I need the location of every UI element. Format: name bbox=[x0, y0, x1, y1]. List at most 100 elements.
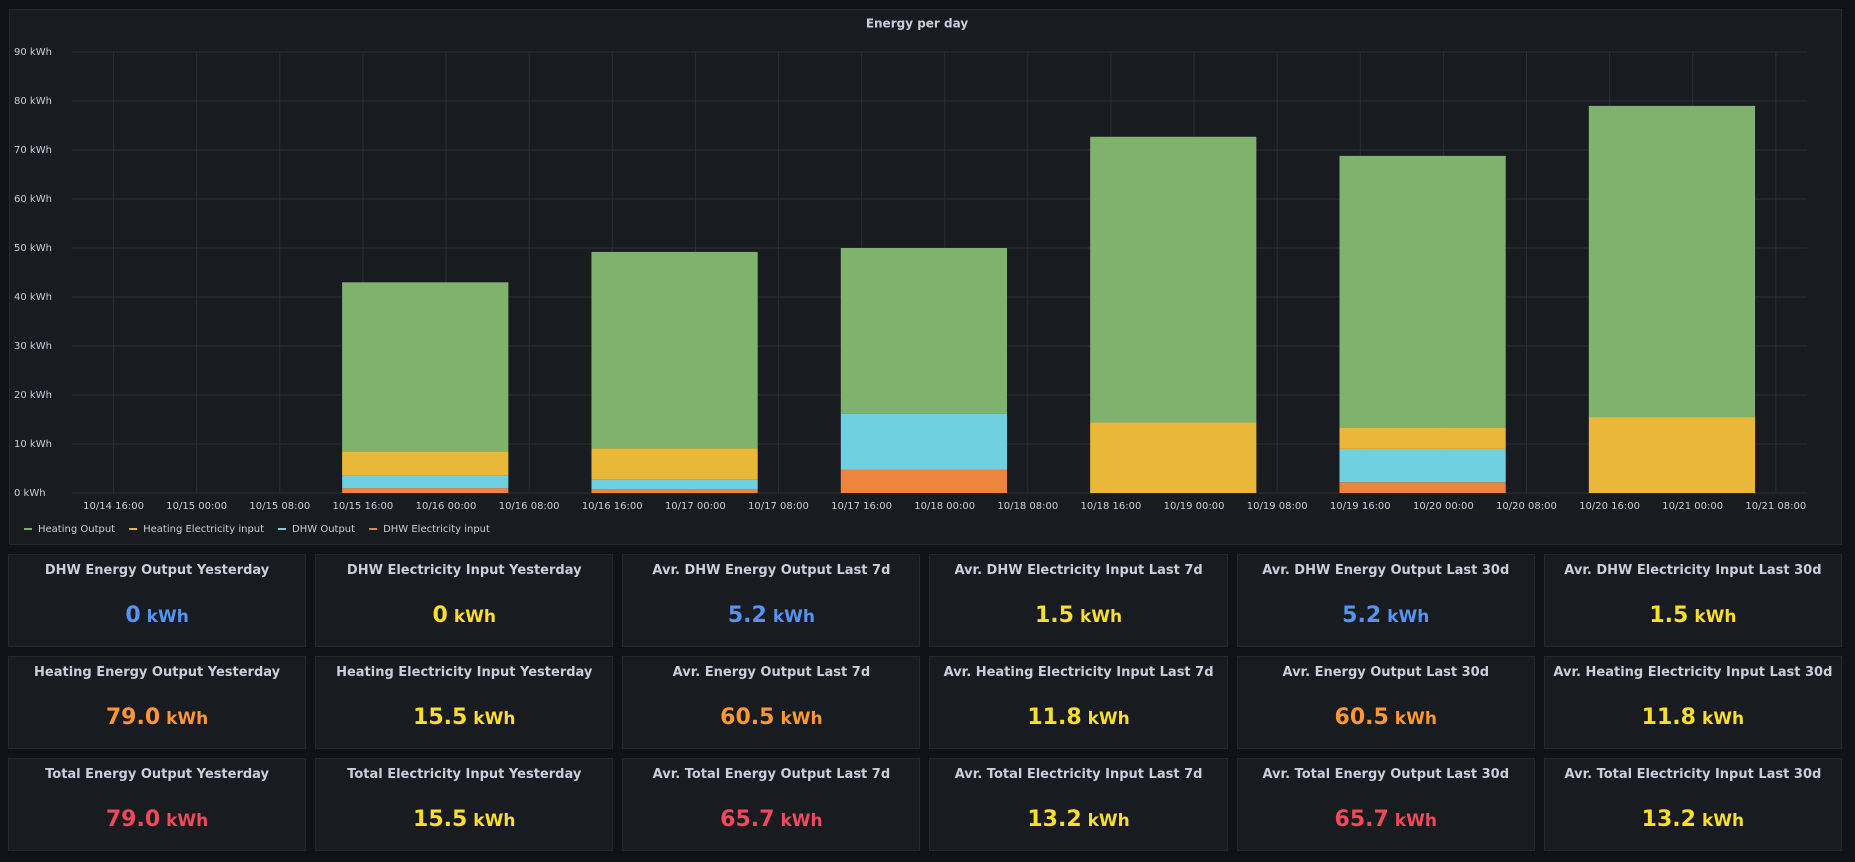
stat-title: Avr. Total Energy Output Last 7d bbox=[652, 767, 891, 782]
y-tick-label: 80 kWh bbox=[14, 96, 52, 107]
stat-panel: Avr. Heating Electricity Input Last 7d 11… bbox=[929, 656, 1228, 749]
legend-label: Heating Electricity input bbox=[143, 524, 264, 535]
x-tick-label: 10/15 16:00 bbox=[332, 501, 393, 512]
stat-value: 1.5 kWh bbox=[930, 603, 1226, 628]
stat-value: 13.2 kWh bbox=[930, 807, 1226, 832]
y-tick-label: 30 kWh bbox=[14, 341, 52, 352]
stat-title: Avr. Energy Output Last 7d bbox=[672, 665, 871, 680]
bar-segment bbox=[591, 448, 758, 480]
stat-title: Avr. DHW Energy Output Last 30d bbox=[1262, 563, 1510, 578]
stat-number: 1.5 bbox=[1034, 603, 1074, 628]
stat-panel: Avr. Energy Output Last 30d 60.5 kWh bbox=[1236, 656, 1535, 749]
bar-segment bbox=[1339, 482, 1506, 493]
stat-title: Heating Electricity Input Yesterday bbox=[336, 665, 593, 680]
stat-unit: kWh bbox=[1087, 811, 1130, 831]
bar-segment bbox=[1588, 105, 1756, 418]
stat-title: DHW Electricity Input Yesterday bbox=[346, 563, 582, 578]
y-tick-label: 90 kWh bbox=[14, 47, 52, 58]
x-tick-label: 10/19 08:00 bbox=[1247, 501, 1308, 512]
x-tick-label: 10/14 16:00 bbox=[83, 501, 144, 512]
stat-panel: Total Energy Output Yesterday 79.0 kWh bbox=[8, 758, 307, 851]
stat-title: Avr. Total Electricity Input Last 7d bbox=[954, 767, 1203, 782]
x-tick-label: 10/19 00:00 bbox=[1164, 501, 1225, 512]
x-tick-label: 10/16 08:00 bbox=[499, 501, 560, 512]
x-tick-label: 10/20 00:00 bbox=[1413, 501, 1474, 512]
stat-value: 5.2 kWh bbox=[623, 603, 919, 628]
stat-value: 65.7 kWh bbox=[1238, 807, 1534, 832]
stat-title: Avr. DHW Electricity Input Last 7d bbox=[954, 563, 1203, 578]
stat-number: 11.8 bbox=[1027, 705, 1082, 730]
stat-number: 79.0 bbox=[105, 705, 161, 730]
x-tick-label: 10/17 16:00 bbox=[831, 501, 892, 512]
y-tick-label: 0 kWh bbox=[14, 488, 46, 499]
bar-segment bbox=[591, 251, 758, 449]
stat-unit: kWh bbox=[473, 709, 516, 729]
bar-segment bbox=[342, 451, 509, 476]
stat-number: 11.8 bbox=[1641, 705, 1696, 730]
stat-value: 13.2 kWh bbox=[1545, 807, 1841, 832]
stat-title: Total Electricity Input Yesterday bbox=[347, 767, 582, 782]
stats-grid: DHW Energy Output Yesterday 0 kWh DHW Elect… bbox=[8, 554, 1842, 851]
y-tick-label: 20 kWh bbox=[14, 390, 52, 401]
y-tick-label: 70 kWh bbox=[14, 145, 52, 156]
legend-label: DHW Electricity input bbox=[383, 524, 490, 535]
stat-number: 60.5 bbox=[1334, 705, 1389, 730]
stat-panel: Avr. Energy Output Last 7d 60.5 kWh bbox=[622, 656, 921, 749]
stat-panel: Avr. Total Electricity Input Last 7d 13.2… bbox=[929, 758, 1228, 851]
x-tick-label: 10/18 00:00 bbox=[914, 501, 975, 512]
bar-segment bbox=[840, 469, 1008, 493]
stat-title: Avr. Energy Output Last 30d bbox=[1282, 665, 1489, 680]
legend-label: DHW Output bbox=[292, 524, 355, 535]
stat-title: Avr. Total Electricity Input Last 30d bbox=[1564, 767, 1822, 782]
bar-segment bbox=[840, 413, 1008, 470]
stat-unit: kWh bbox=[772, 607, 815, 627]
stat-unit: kWh bbox=[166, 709, 209, 729]
x-tick-label: 10/21 08:00 bbox=[1745, 501, 1806, 512]
stat-value: 79.0 kWh bbox=[9, 807, 305, 832]
bar-segment bbox=[342, 282, 509, 452]
stat-number: 13.2 bbox=[1641, 807, 1696, 832]
stat-panel: DHW Energy Output Yesterday 0 kWh bbox=[8, 554, 307, 647]
stat-panel: Heating Electricity Input Yesterday 15.5 k… bbox=[315, 656, 614, 749]
x-tick-label: 10/21 00:00 bbox=[1662, 501, 1723, 512]
chart: Energy per day 0 kWh 10 kWh 20 kWh 30 kWh 40… bbox=[14, 17, 1807, 535]
stat-unit: kWh bbox=[1394, 709, 1437, 729]
x-tick-label: 10/15 00:00 bbox=[166, 501, 227, 512]
stat-title: DHW Energy Output Yesterday bbox=[44, 563, 270, 578]
bar-segment bbox=[1339, 155, 1506, 428]
x-tick-label: 10/16 00:00 bbox=[416, 501, 477, 512]
stat-value: 0 kWh bbox=[316, 603, 612, 628]
stat-title: Heating Energy Output Yesterday bbox=[34, 665, 281, 680]
stat-panel: Avr. DHW Electricity Input Last 7d 1.5 kWh bbox=[929, 554, 1228, 647]
bar-segment bbox=[1339, 427, 1506, 449]
bar-segment bbox=[1339, 448, 1506, 483]
stat-panel: Avr. DHW Electricity Input Last 30d 1.5 kW… bbox=[1543, 554, 1842, 647]
stat-number: 5.2 bbox=[1342, 603, 1382, 628]
stat-panel: Avr. DHW Energy Output Last 7d 5.2 kWh bbox=[622, 554, 921, 647]
x-tick-label: 10/15 08:00 bbox=[249, 501, 310, 512]
stat-unit: kWh bbox=[780, 709, 823, 729]
stat-title: Avr. DHW Electricity Input Last 30d bbox=[1564, 563, 1822, 578]
stat-number: 0 bbox=[432, 603, 448, 628]
x-tick-label: 10/20 16:00 bbox=[1579, 501, 1640, 512]
stat-value: 11.8 kWh bbox=[1545, 705, 1841, 730]
stat-panel: Avr. Total Energy Output Last 7d 65.7 kWh bbox=[622, 758, 921, 851]
stat-number: 1.5 bbox=[1649, 603, 1689, 628]
bar-segment bbox=[591, 479, 758, 490]
stat-value: 0 kWh bbox=[9, 603, 305, 628]
bar-segment bbox=[840, 248, 1008, 414]
x-tick-label: 10/17 00:00 bbox=[665, 501, 726, 512]
stat-unit: kWh bbox=[166, 811, 209, 831]
stat-unit: kWh bbox=[1079, 607, 1123, 627]
stat-number: 60.5 bbox=[720, 705, 775, 730]
stat-panel: Avr. Heating Electricity Input Last 30d 1… bbox=[1543, 656, 1842, 749]
stat-unit: kWh bbox=[1694, 607, 1737, 627]
stat-number: 65.7 bbox=[1334, 807, 1389, 832]
stat-unit: kWh bbox=[1394, 811, 1437, 831]
bar-segment bbox=[1588, 417, 1756, 493]
x-tick-label: 10/17 08:00 bbox=[748, 501, 809, 512]
chart-panel: Energy per day 0 kWh 10 kWh 20 kWh 30 kWh 40… bbox=[9, 9, 1842, 545]
stat-value: 60.5 kWh bbox=[623, 705, 919, 730]
stat-unit: kWh bbox=[453, 607, 496, 627]
